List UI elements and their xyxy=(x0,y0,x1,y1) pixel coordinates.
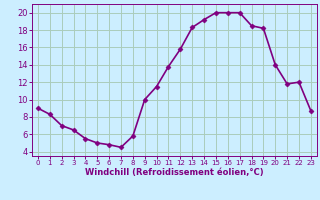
X-axis label: Windchill (Refroidissement éolien,°C): Windchill (Refroidissement éolien,°C) xyxy=(85,168,264,177)
